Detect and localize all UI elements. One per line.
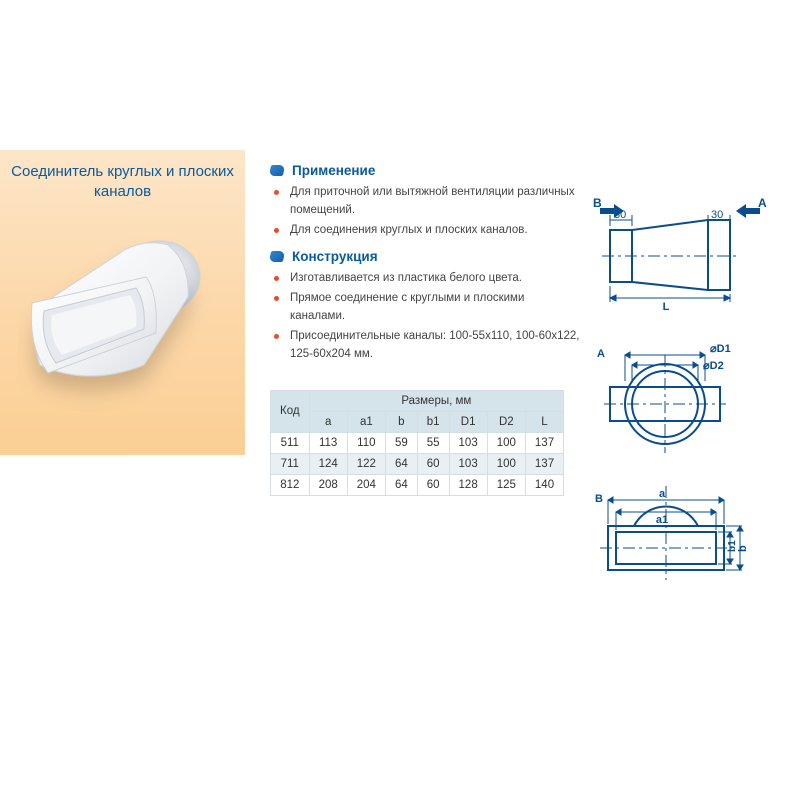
application-title: Применение bbox=[292, 163, 375, 178]
cell: 124 bbox=[309, 453, 347, 474]
label-A-head: A bbox=[597, 348, 605, 360]
col-header: a bbox=[309, 411, 347, 432]
cell: 137 bbox=[525, 453, 563, 474]
product-card: Соединитель круглых и плоских каналов bbox=[0, 150, 245, 455]
label-B: B bbox=[593, 196, 602, 210]
list-item: Прямое соединение с круглыми и плоскими … bbox=[288, 290, 580, 326]
label-A: A bbox=[758, 196, 767, 210]
label-b1: b1 bbox=[727, 540, 738, 552]
cell: 103 bbox=[449, 453, 487, 474]
diagram-view-b: B a a1 b b1 bbox=[590, 480, 770, 600]
table-subheader-row: a a1 b b1 D1 D2 L bbox=[271, 411, 564, 432]
col-header: D1 bbox=[449, 411, 487, 432]
content-column: Применение Для приточной или вытяжной ве… bbox=[270, 155, 580, 496]
cell: 128 bbox=[449, 474, 487, 495]
diagram-side-view: B A 30 30 L bbox=[590, 190, 770, 310]
list-item: Присоединительные каналы: 100-55x110, 10… bbox=[288, 328, 580, 364]
diagram-view-a: A ⌀D1 ⌀D2 bbox=[590, 335, 760, 455]
cell: 110 bbox=[347, 432, 385, 453]
label-a: a bbox=[659, 488, 666, 500]
label-D1: ⌀D1 bbox=[710, 343, 731, 355]
table-row: 812 208 204 64 60 128 125 140 bbox=[271, 474, 564, 495]
table-row: 711 124 122 64 60 103 100 137 bbox=[271, 453, 564, 474]
label-B-head: B bbox=[595, 493, 603, 505]
table-header-row: Код Размеры, мм bbox=[271, 390, 564, 411]
code-header: Код bbox=[271, 390, 310, 432]
sizes-header: Размеры, мм bbox=[309, 390, 564, 411]
col-header: L bbox=[525, 411, 563, 432]
cell: 100 bbox=[487, 453, 525, 474]
application-list: Для приточной или вытяжной вентиляции ра… bbox=[270, 184, 580, 239]
cell: 125 bbox=[487, 474, 525, 495]
cell: 64 bbox=[385, 453, 417, 474]
code-cell: 511 bbox=[271, 432, 310, 453]
cell: 55 bbox=[417, 432, 449, 453]
cell: 64 bbox=[385, 474, 417, 495]
cell: 60 bbox=[417, 474, 449, 495]
cell: 122 bbox=[347, 453, 385, 474]
section-head-construction: Конструкция bbox=[270, 249, 580, 264]
list-item: Для соединения круглых и плоских каналов… bbox=[288, 222, 580, 240]
cell: 100 bbox=[487, 432, 525, 453]
col-header: a1 bbox=[347, 411, 385, 432]
cell: 59 bbox=[385, 432, 417, 453]
cell: 204 bbox=[347, 474, 385, 495]
construction-title: Конструкция bbox=[292, 249, 378, 264]
label-30-left: 30 bbox=[614, 209, 626, 221]
cell: 103 bbox=[449, 432, 487, 453]
list-item: Изготавливается из пластика белого цвета… bbox=[288, 270, 580, 288]
cell: 140 bbox=[525, 474, 563, 495]
list-item: Для приточной или вытяжной вентиляции ра… bbox=[288, 184, 580, 220]
cell: 137 bbox=[525, 432, 563, 453]
label-b: b bbox=[737, 545, 749, 552]
section-head-application: Применение bbox=[270, 163, 580, 178]
label-L: L bbox=[663, 301, 670, 310]
product-title: Соединитель круглых и плоских каналов bbox=[10, 162, 235, 203]
code-cell: 711 bbox=[271, 453, 310, 474]
table-row: 511 113 110 59 55 103 100 137 bbox=[271, 432, 564, 453]
label-a1: a1 bbox=[656, 514, 668, 526]
col-header: b bbox=[385, 411, 417, 432]
construction-list: Изготавливается из пластика белого цвета… bbox=[270, 270, 580, 363]
diagrams-column: B A 30 30 L bbox=[590, 190, 780, 625]
code-cell: 812 bbox=[271, 474, 310, 495]
sizes-table: Код Размеры, мм a a1 b b1 D1 D2 L 511 11… bbox=[270, 390, 564, 496]
flag-icon bbox=[269, 251, 285, 262]
cell: 60 bbox=[417, 453, 449, 474]
flag-icon bbox=[269, 165, 285, 176]
col-header: b1 bbox=[417, 411, 449, 432]
cell: 208 bbox=[309, 474, 347, 495]
label-D2: ⌀D2 bbox=[703, 360, 724, 372]
col-header: D2 bbox=[487, 411, 525, 432]
product-image bbox=[18, 215, 228, 415]
cell: 113 bbox=[309, 432, 347, 453]
label-30-right: 30 bbox=[711, 209, 723, 221]
